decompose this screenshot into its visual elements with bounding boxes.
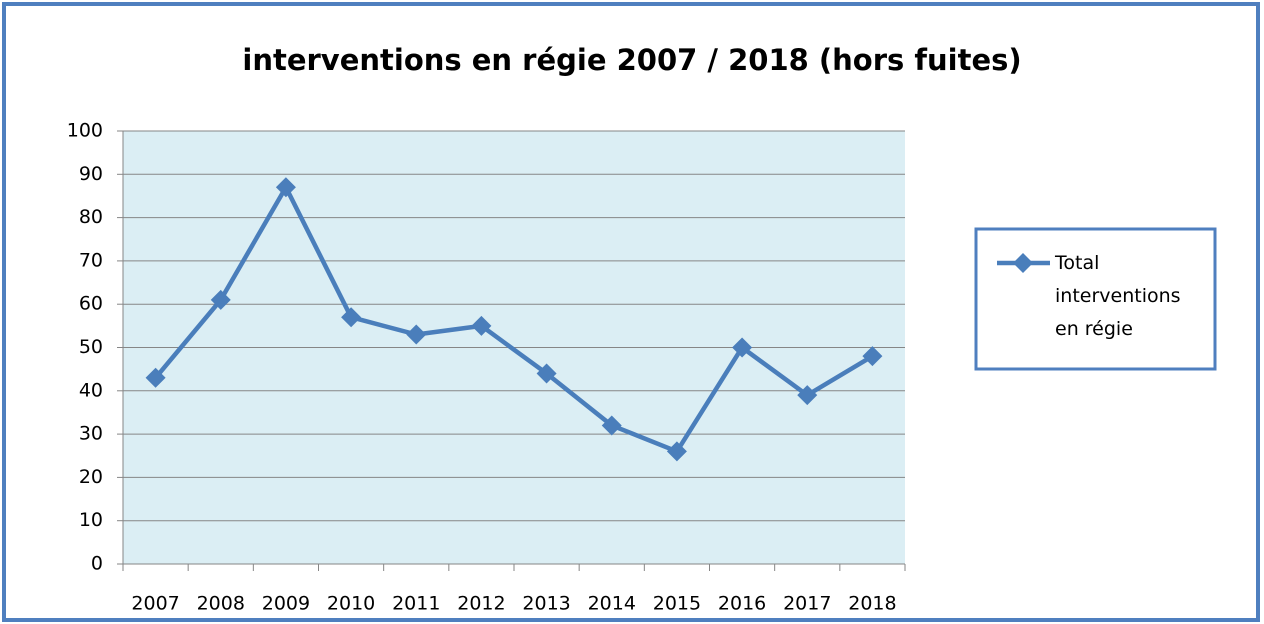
legend-marker [1013, 253, 1033, 273]
y-tick-label: 70 [79, 249, 103, 271]
data-point [275, 177, 296, 198]
x-tick-label: 2014 [588, 593, 636, 615]
x-tick-label: 2018 [848, 593, 896, 615]
x-tick-label: 2009 [262, 593, 310, 615]
y-tick-label: 50 [79, 336, 103, 358]
y-tick-label: 60 [79, 293, 103, 315]
y-tick-label: 0 [91, 553, 103, 575]
y-tick-label: 100 [67, 120, 103, 142]
x-tick-label: 2011 [392, 593, 440, 615]
data-point [797, 385, 818, 406]
legend-box [974, 227, 1217, 371]
y-tick-label: 10 [79, 509, 103, 531]
data-point [471, 315, 492, 336]
data-point [536, 363, 557, 384]
x-tick-label: 2016 [718, 593, 766, 615]
y-tick-label: 20 [79, 466, 103, 488]
x-tick-label: 2012 [457, 593, 505, 615]
x-tick-label: 2015 [653, 593, 701, 615]
data-point [341, 307, 362, 328]
series-line [153, 185, 874, 454]
y-tick-label: 90 [79, 163, 103, 185]
x-tick-label: 2017 [783, 593, 831, 615]
y-tick-label: 30 [79, 423, 103, 445]
data-point [601, 415, 622, 436]
data-point [210, 289, 231, 310]
y-tick-label: 80 [79, 206, 103, 228]
chart-title: interventions en régie 2007 / 2018 (hors… [242, 43, 1021, 77]
data-point [862, 346, 883, 367]
data-point [732, 337, 753, 358]
x-tick-label: 2010 [327, 593, 375, 615]
data-point [145, 367, 166, 388]
data-point [666, 441, 687, 462]
data-point [406, 324, 427, 345]
x-tick-label: 2007 [131, 593, 179, 615]
legend-label: Total interventions en régie [1055, 252, 1181, 340]
x-tick-label: 2008 [197, 593, 245, 615]
y-tick-label: 40 [79, 379, 103, 401]
x-tick-label: 2013 [522, 593, 570, 615]
